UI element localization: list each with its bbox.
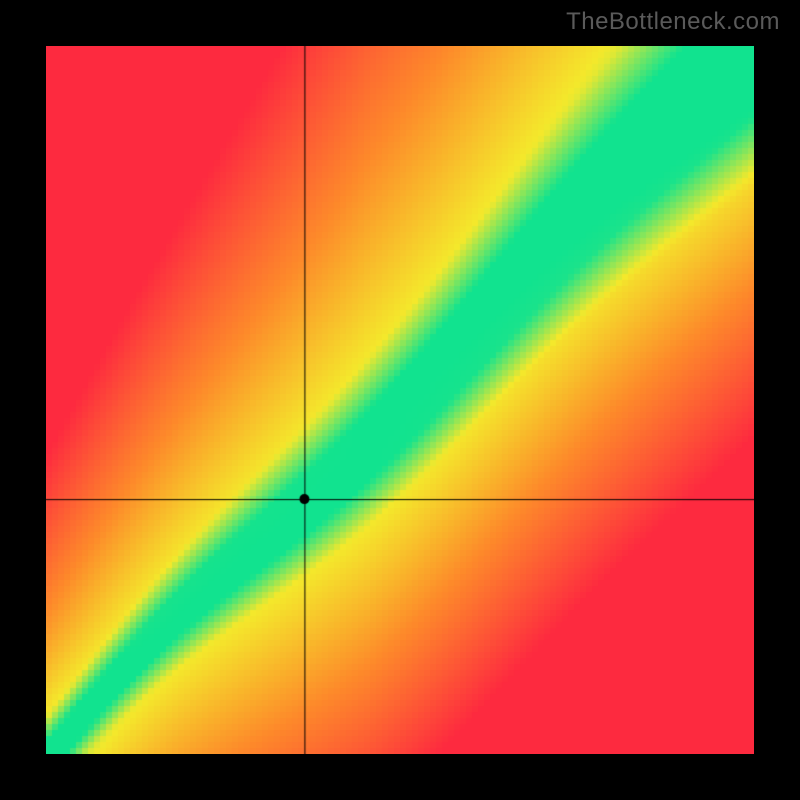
bottleneck-heatmap <box>46 46 754 754</box>
watermark-text: TheBottleneck.com <box>566 8 780 36</box>
chart-container: TheBottleneck.com <box>0 0 800 800</box>
